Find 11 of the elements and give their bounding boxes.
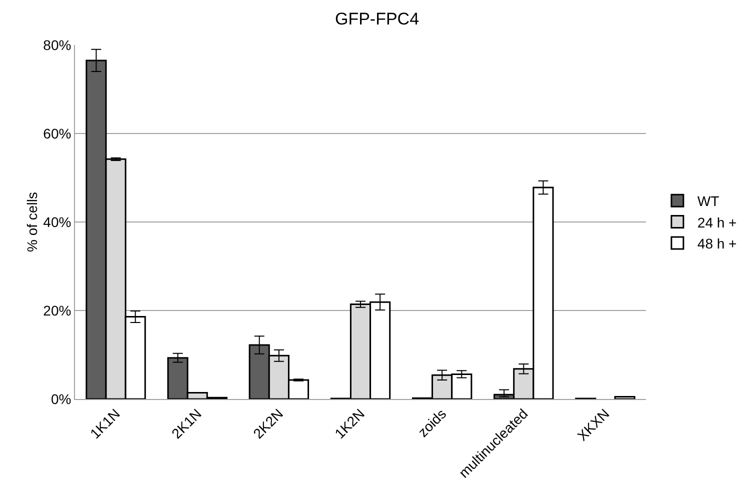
y-tick-label: 60% — [43, 125, 72, 142]
bar — [614, 396, 636, 399]
legend-label: 48 h + — [697, 235, 737, 252]
y-tick-label: 80% — [43, 36, 72, 53]
legend-label: WT — [697, 193, 720, 210]
y-axis-title: % of cells — [24, 192, 40, 252]
y-tick-label: 0% — [50, 390, 72, 407]
legend-label: 24 h + — [697, 214, 737, 230]
y-tick-label: 20% — [43, 302, 72, 318]
chart-title: GFP-FPC4 — [334, 9, 420, 28]
y-tick-label: 40% — [43, 214, 72, 230]
